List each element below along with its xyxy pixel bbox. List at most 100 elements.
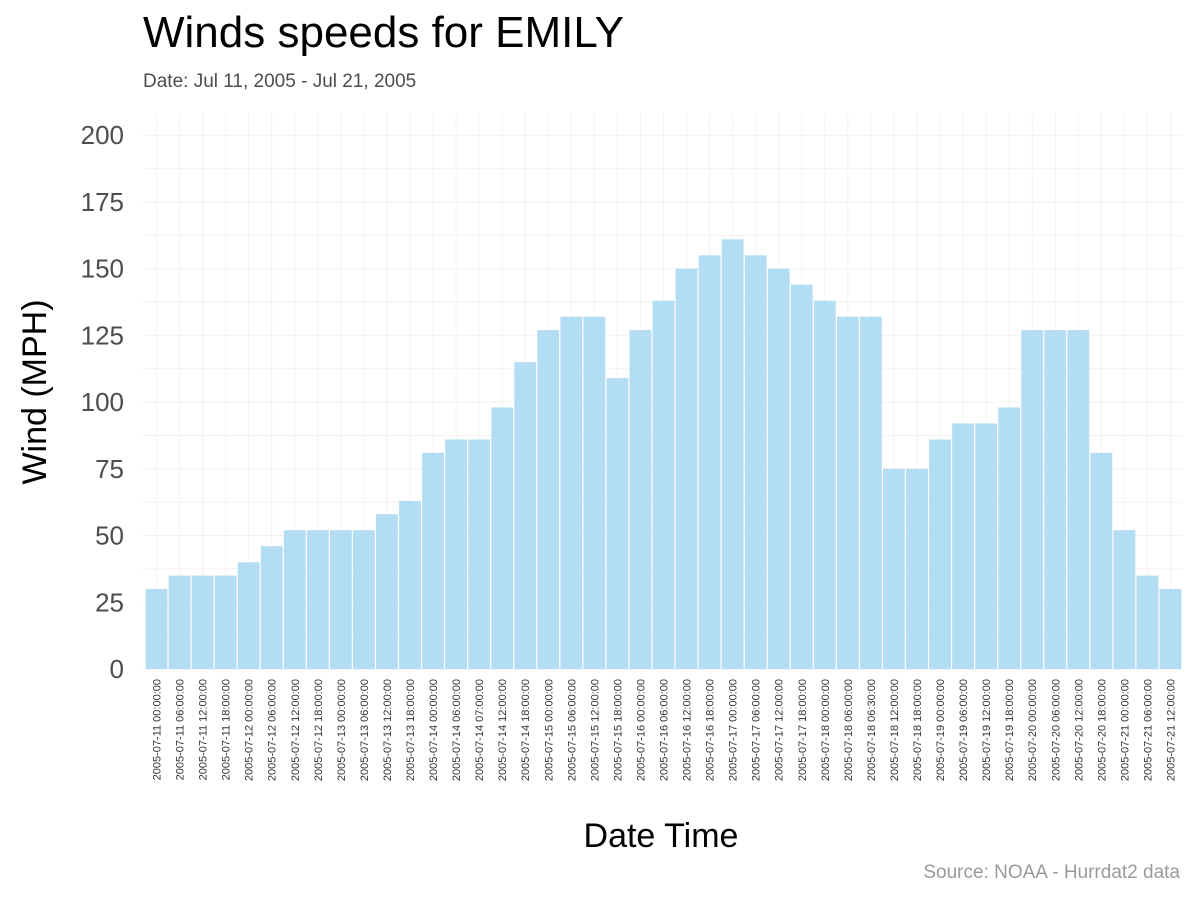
bar [214, 575, 237, 669]
x-tick-label: 2005-07-16 06:00:00 [659, 679, 671, 781]
y-tick-label: 150 [81, 254, 124, 284]
bar [744, 255, 767, 669]
bar [836, 316, 859, 669]
x-axis-ticks: 2005-07-11 00:00:00 2005-07-11 06:00:00 20… [152, 679, 1178, 781]
x-tick-label: 2005-07-12 18:00:00 [313, 679, 325, 781]
x-tick-label: 2005-07-18 06:30:00 [866, 679, 878, 781]
bar [606, 378, 629, 669]
x-tick-label: 2005-07-12 00:00:00 [244, 679, 256, 781]
bar [813, 300, 836, 669]
bar [237, 562, 260, 669]
chart-title: Winds speeds for EMILY [143, 8, 624, 57]
y-tick-label: 175 [81, 187, 124, 217]
bar [191, 575, 214, 669]
bar [767, 268, 790, 669]
bar [537, 330, 560, 669]
bar [1090, 452, 1113, 669]
x-tick-label: 2005-07-20 00:00:00 [1027, 679, 1039, 781]
x-tick-label: 2005-07-12 12:00:00 [290, 679, 302, 781]
y-axis-title: Wind (MPH) [16, 299, 54, 484]
x-tick-label: 2005-07-15 00:00:00 [543, 679, 555, 781]
bars [145, 239, 1182, 670]
bar [422, 452, 444, 669]
bar [353, 530, 375, 669]
x-tick-label: 2005-07-16 00:00:00 [635, 679, 647, 781]
bar [306, 530, 329, 669]
bar [906, 468, 928, 669]
y-tick-label: 200 [81, 120, 124, 150]
x-tick-label: 2005-07-20 06:00:00 [1050, 679, 1062, 781]
bar [1159, 588, 1182, 669]
bar [376, 514, 398, 669]
x-tick-label: 2005-07-18 18:00:00 [912, 679, 924, 781]
x-tick-label: 2005-07-14 06:00:00 [451, 679, 463, 781]
bar [998, 407, 1021, 669]
x-tick-label: 2005-07-17 12:00:00 [774, 679, 786, 781]
x-tick-label: 2005-07-11 12:00:00 [198, 679, 210, 780]
bar [1113, 530, 1136, 669]
bar [491, 407, 514, 669]
x-tick-label: 2005-07-21 12:00:00 [1165, 679, 1177, 781]
bar [1021, 330, 1044, 669]
bar [883, 468, 905, 669]
x-tick-label: 2005-07-14 12:00:00 [497, 679, 509, 781]
bar [721, 239, 744, 670]
x-tick-label: 2005-07-14 18:00:00 [520, 679, 532, 781]
x-tick-label: 2005-07-11 00:00:00 [152, 679, 164, 780]
bar [145, 588, 168, 669]
bar [675, 268, 698, 669]
x-tick-label: 2005-07-20 12:00:00 [1073, 679, 1085, 781]
bar [283, 530, 306, 669]
bar [952, 423, 974, 669]
bar [652, 300, 675, 669]
y-tick-label: 0 [110, 654, 124, 684]
bar [859, 316, 882, 669]
bar [929, 439, 951, 669]
x-tick-label: 2005-07-15 18:00:00 [612, 679, 624, 781]
x-tick-label: 2005-07-15 06:00:00 [566, 679, 578, 781]
bar [445, 439, 468, 669]
x-tick-label: 2005-07-20 18:00:00 [1096, 679, 1108, 781]
y-tick-label: 50 [95, 521, 124, 551]
x-tick-label: 2005-07-13 18:00:00 [405, 679, 417, 781]
bar [468, 439, 491, 669]
x-tick-label: 2005-07-17 00:00:00 [728, 679, 740, 781]
x-tick-label: 2005-07-19 00:00:00 [935, 679, 947, 781]
bar [1044, 330, 1067, 669]
x-tick-label: 2005-07-19 06:00:00 [958, 679, 970, 781]
bar [1136, 575, 1159, 669]
x-tick-label: 2005-07-11 18:00:00 [221, 679, 233, 780]
x-tick-label: 2005-07-17 18:00:00 [797, 679, 809, 781]
x-tick-label: 2005-07-16 12:00:00 [682, 679, 694, 781]
x-tick-label: 2005-07-13 06:00:00 [359, 679, 371, 781]
bar [975, 423, 998, 669]
x-tick-label: 2005-07-18 00:00:00 [820, 679, 832, 781]
x-tick-label: 2005-07-19 18:00:00 [1004, 679, 1016, 781]
x-tick-label: 2005-07-13 00:00:00 [336, 679, 348, 781]
x-tick-label: 2005-07-21 06:00:00 [1142, 679, 1154, 781]
source-caption: Source: NOAA - Hurrdat2 data [923, 862, 1180, 883]
bar [329, 530, 352, 669]
x-tick-label: 2005-07-16 18:00:00 [705, 679, 717, 781]
x-tick-label: 2005-07-11 06:00:00 [175, 679, 187, 780]
y-tick-label: 75 [95, 454, 124, 484]
x-tick-label: 2005-07-18 06:00:00 [843, 679, 855, 781]
x-tick-label: 2005-07-18 12:00:00 [889, 679, 901, 781]
y-tick-label: 125 [81, 320, 124, 350]
bar [560, 316, 583, 669]
y-tick-label: 100 [81, 387, 124, 417]
chart-subtitle: Date: Jul 11, 2005 - Jul 21, 2005 [143, 71, 417, 92]
y-axis-ticks: 0 25 50 75 100 125 150 175 200 [81, 120, 124, 684]
bar [514, 362, 537, 669]
x-tick-label: 2005-07-14 00:00:00 [428, 679, 440, 781]
x-tick-label: 2005-07-13 12:00:00 [382, 679, 394, 781]
x-tick-label: 2005-07-12 06:00:00 [267, 679, 279, 781]
y-tick-label: 25 [95, 587, 124, 617]
bar [168, 575, 191, 669]
x-tick-label: 2005-07-21 00:00:00 [1119, 679, 1131, 781]
bar [629, 330, 652, 669]
bar [399, 500, 421, 669]
x-tick-label: 2005-07-19 12:00:00 [981, 679, 993, 781]
bar [790, 284, 813, 669]
